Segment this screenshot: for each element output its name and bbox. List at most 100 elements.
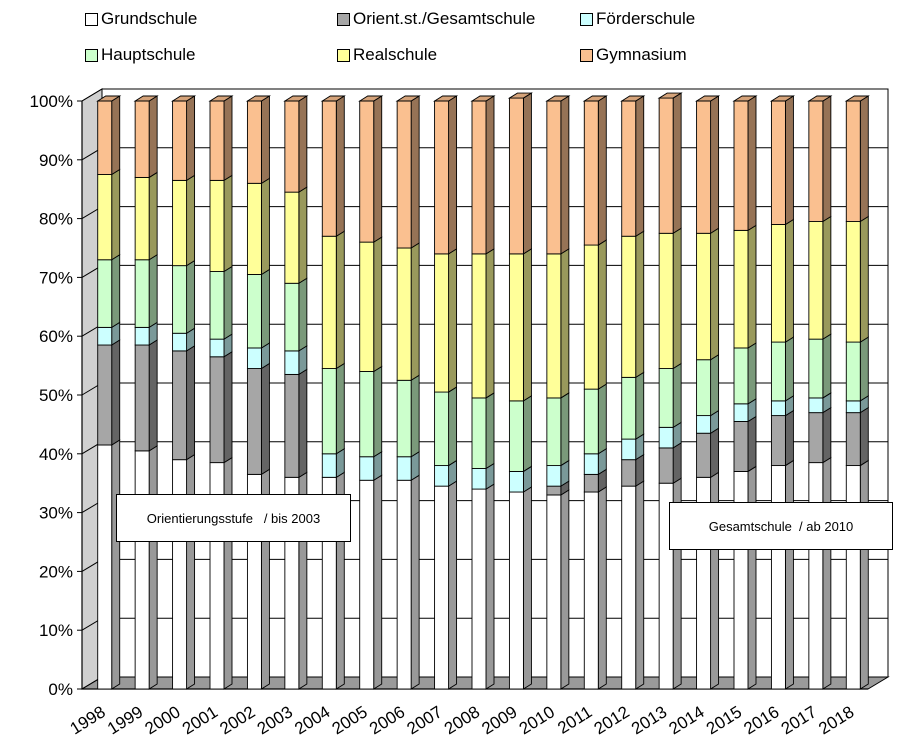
bar-side [859,459,869,690]
bar-side [148,339,158,452]
bar-segment [97,259,113,328]
bar-top [133,95,159,102]
bar-segment [733,347,749,405]
bar-side [111,253,121,329]
bar-side [560,392,570,467]
bar-side [522,486,532,690]
chart-legend: Grundschule Orient.st./Gesamtschule Förd… [0,0,900,70]
bar-side [710,227,720,361]
x-tick-label: 2012 [591,702,633,738]
bar-segment [508,97,524,255]
bar-segment [583,491,599,690]
bar-segment [583,453,599,475]
bar-side [298,277,308,352]
y-tick-label: 60% [39,327,73,346]
x-axis-labels: 1998199920002001200220032004200520062007… [67,702,858,738]
bar-side [859,215,869,343]
bar-segment [172,100,188,181]
legend-label-gymnasium: Gymnasium [596,45,687,64]
bar-segment [321,235,337,369]
bar-segment [284,350,300,375]
bar-segment [658,447,674,484]
bar-side [672,362,682,429]
x-tick-label: 1998 [67,702,109,738]
bar-group [582,95,608,690]
bar-side [672,227,682,370]
bar-segment [246,368,262,475]
legend-swatch-orientierungsstufe-gesamtschule [337,12,350,26]
bar-segment [808,397,824,414]
bar-side [260,177,270,276]
bar-segment [733,229,749,349]
bar-top [320,95,346,102]
y-tick-label: 70% [39,268,73,287]
bar-side [784,459,794,690]
bar-segment [172,332,188,352]
bar-segment [621,376,637,440]
bar-group [96,95,122,690]
bar-group [208,95,234,690]
bar-top [358,95,384,102]
bar-segment [396,456,412,481]
bar-group [283,95,309,690]
bar-segment [845,465,861,690]
bar-group [507,92,533,690]
x-tick-label: 2010 [516,702,558,738]
bar-segment [808,100,824,222]
bar-segment [696,100,712,234]
bar-segment [359,100,375,243]
bar-segment [396,379,412,458]
bar-segment [546,465,562,487]
bar-group [171,95,197,690]
bar-side [111,95,121,176]
bar-side [373,365,383,458]
gridline [81,88,888,102]
bar-side [859,406,869,467]
bar-side [485,483,495,690]
bar-side [298,95,308,193]
legend-label-foerderschule: Förderschule [596,9,696,28]
x-tick-label: 2006 [366,702,408,738]
bar-segment [583,100,599,246]
bar-segment [246,347,262,369]
x-tick-label: 2005 [329,702,371,738]
bar-side [522,395,532,473]
bar-segment [209,338,225,358]
bar-side [710,353,720,417]
bar-side [223,174,233,273]
y-tick-label: 90% [39,151,73,170]
bar-segment [808,338,824,399]
bar-segment [658,368,674,428]
bar-segment [808,412,824,464]
y-tick-label: 0% [48,680,73,699]
bar-top [283,95,309,102]
bar-side [260,362,270,476]
bar-group [395,95,421,690]
legend-swatch-gymnasium [580,48,593,62]
bar-top [732,95,758,102]
bar-segment [770,400,786,417]
bar-segment [246,182,262,275]
bar-top [171,95,197,102]
bar-group [245,95,271,690]
bar-side [260,95,270,185]
x-tick-label: 2016 [740,702,782,738]
bar-side [260,268,270,349]
y-tick-label: 40% [39,445,73,464]
bar-side [410,474,420,690]
bar-top [545,95,571,102]
bar-side [111,168,121,261]
bar-side [485,95,495,255]
bar-segment [770,341,786,402]
bar-segment [696,432,712,478]
bar-segment [770,415,786,467]
bar-segment [209,100,225,181]
x-tick-label: 2001 [179,702,221,738]
bar-segment [733,421,749,472]
bar-segment [396,247,412,381]
bar-segment [845,412,861,467]
bar-top [470,95,496,102]
bar-side [485,392,495,470]
bar-side [747,415,757,473]
